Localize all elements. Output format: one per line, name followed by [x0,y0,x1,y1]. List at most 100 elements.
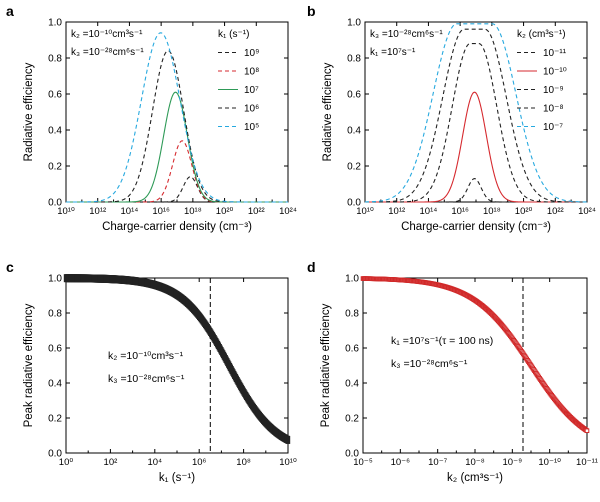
x-tick-label: 10⁶ [192,457,207,468]
x-tick-label: 10¹⁶ [451,206,469,217]
legend-title: k₁ (s⁻¹) [218,29,249,40]
param-label: k₃ =10⁻²⁸cm⁶s⁻¹ [108,373,185,385]
x-tick-label: 10²² [547,206,564,217]
param-label: k₁ =10⁷s⁻¹(τ = 100 ns) [391,335,493,347]
x-tick-label: 10¹⁴ [420,206,438,217]
x-axis-label: Charge-carrier density (cm⁻³) [401,221,551,233]
x-tick-label: 10¹⁸ [184,206,202,217]
y-tick-label: 0.0 [48,449,62,460]
param-label: k₂ =10⁻¹⁰cm³s⁻¹ [108,350,184,362]
x-tick-label: 10²⁴ [578,206,596,217]
y-tick-label: 0.8 [345,309,359,320]
x-tick-label: 10⁻¹⁰ [538,457,561,468]
y-tick-label: 0.8 [48,309,62,320]
panel-letter: c [6,259,14,275]
x-tick-label: 10²⁴ [279,206,297,217]
x-tick-label: 10⁻⁵ [353,457,373,468]
y-tick-label: 0.0 [48,198,62,209]
x-tick-label: 10¹⁸ [483,206,501,217]
y-tick-label: 0.2 [345,414,359,425]
y-tick-label: 1.0 [48,274,62,285]
x-tick-label: 10⁻⁸ [465,457,485,468]
y-axis-label: Peak radiative efficiency [23,303,35,427]
y-tick-label: 0.2 [48,162,62,173]
y-tick-label: 0.6 [345,344,359,355]
y-axis-label: Radiative efficiency [322,62,334,161]
y-tick-label: 0.0 [345,449,359,460]
param-label: k₃ =10⁻²⁸cm⁶s⁻¹ [71,47,144,58]
legend-label: 10⁻¹⁰ [543,67,567,78]
y-axis-label: Peak radiative efficiency [320,303,332,427]
data-point [584,428,590,434]
y-tick-label: 0.4 [48,126,62,137]
y-tick-label: 0.0 [347,198,361,209]
y-axis-label: Radiative efficiency [23,62,35,161]
x-tick-label: 10¹⁰ [356,206,374,217]
y-tick-label: 1.0 [345,274,359,285]
y-tick-label: 0.2 [347,162,361,173]
x-tick-label: 10¹⁰ [57,206,75,217]
y-tick-label: 0.4 [48,379,62,390]
plot-frame [65,277,289,454]
x-tick-label: 10⁻⁶ [391,457,411,468]
legend-label: 10⁻⁷ [543,122,563,133]
chart-panel-c: c 0.0 0.2 0.4 0.6 0.8 1.0 10⁰ 10² 10⁴ 10⁶ 10⁸ 10¹⁰ k₁… [6,259,297,484]
x-tick-label: 10²⁰ [216,206,234,217]
y-tick-label: 1.0 [48,18,62,29]
x-tick-label: 10⁴ [147,457,162,468]
param-label: k₃ =10⁻²⁸cm⁶s⁻¹ [370,29,443,40]
series-line [66,176,288,203]
x-tick-label: 10² [104,457,118,468]
legend-label: 10⁷ [244,85,259,96]
x-tick-label: 10⁻⁹ [503,457,523,468]
x-tick-label: 10²² [248,206,265,217]
y-tick-label: 0.6 [347,90,361,101]
legend-label: 10⁸ [244,67,259,78]
y-tick-label: 0.4 [347,126,361,137]
param-label: k₁ =10⁷s⁻¹ [370,47,416,58]
x-tick-label: 10¹⁰ [279,457,297,468]
y-tick-label: 0.8 [347,54,361,65]
series-line [66,32,288,203]
y-tick-label: 0.4 [345,379,359,390]
x-tick-label: 10¹⁶ [152,206,170,217]
legend-label: 10⁹ [244,48,259,59]
series-line [364,23,588,203]
y-tick-label: 0.6 [48,90,62,101]
panel-letter: a [6,3,14,19]
x-tick-label: 10¹² [388,206,405,217]
x-axis-label: Charge-carrier density (cm⁻³) [102,221,252,233]
series-line [365,28,587,203]
y-tick-label: 1.0 [347,18,361,29]
series-line [365,178,587,203]
chart-panel-d: d 0.0 0.2 0.4 0.6 0.8 1.0 10⁻⁵ 10⁻⁶ 10⁻⁷ 10⁻⁸ 10⁻⁹ 1… [307,259,598,484]
legend-label: 10⁻¹¹ [543,48,567,59]
x-tick-label: 10⁻⁷ [428,457,448,468]
legend-label: 10⁻⁹ [543,85,564,96]
chart-panel-a: a 0.0 0.2 0.4 0.6 0.8 1.0 10¹⁰ 10¹² 10¹⁴ 10¹⁶ 10¹⁸ 1… [6,3,297,233]
x-tick-label: 10⁰ [59,457,74,468]
y-tick-label: 0.2 [48,414,62,425]
x-tick-label: 10²⁰ [515,206,533,217]
x-axis-label: k₁ (s⁻¹) [159,472,195,484]
legend-label: 10⁶ [244,104,259,115]
series-line [365,43,587,203]
x-axis-label: k₂ (cm³s⁻¹) [447,472,503,484]
data-point [285,435,291,444]
y-tick-label: 0.8 [48,54,62,65]
legend-title: k₂ (cm³s⁻¹) [517,29,566,40]
x-tick-label: 10⁸ [236,457,251,468]
legend-label: 10⁵ [244,122,259,133]
param-label: k₂ =10⁻¹⁰cm³s⁻¹ [71,29,143,40]
panel-letter: d [307,259,316,275]
panel-letter: b [307,3,316,19]
x-tick-label: 10¹² [89,206,106,217]
param-label: k₃ =10⁻²⁸cm⁶s⁻¹ [391,358,468,370]
y-tick-label: 0.6 [48,344,62,355]
series-line [66,140,288,203]
chart-panel-b: b 0.0 0.2 0.4 0.6 0.8 1.0 10¹⁰ 10¹² 10¹⁴ 10¹⁶ 10¹⁸ 1… [307,3,596,233]
legend-label: 10⁻⁸ [543,104,564,115]
x-tick-label: 10¹⁴ [121,206,139,217]
x-tick-label: 10⁻¹¹ [576,457,598,468]
